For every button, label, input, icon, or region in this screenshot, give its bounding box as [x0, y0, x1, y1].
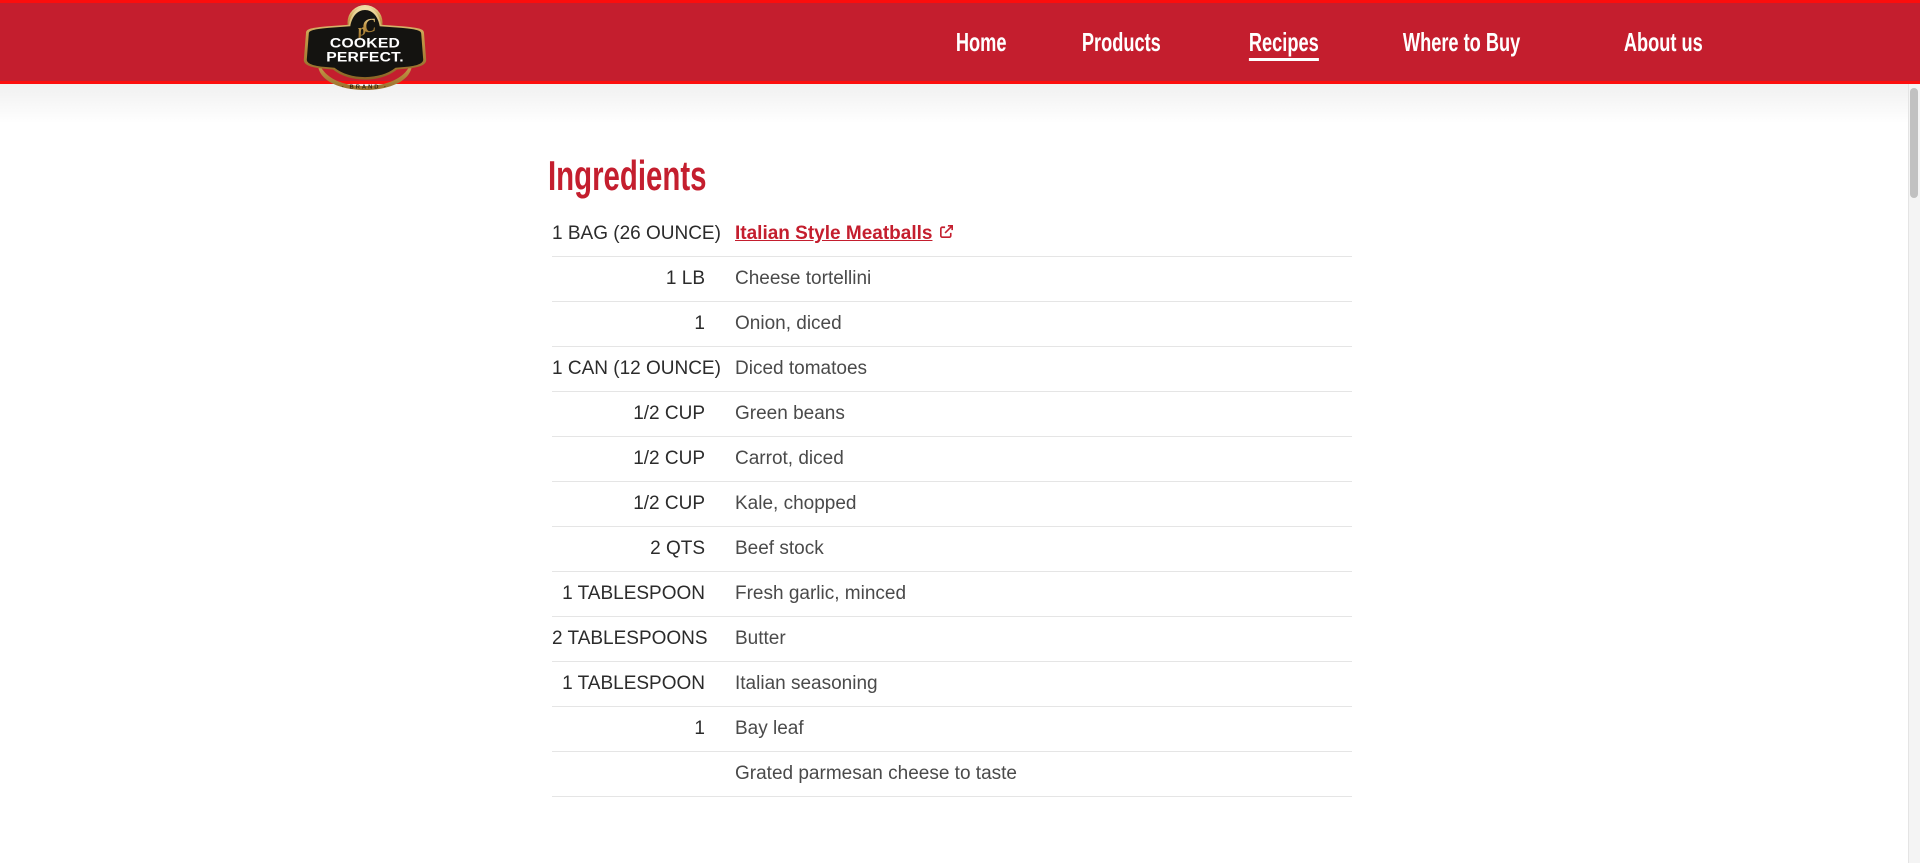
- svg-text:COOKED: COOKED: [330, 36, 400, 51]
- svg-text:· BRAND ·: · BRAND ·: [342, 84, 388, 90]
- svg-text:PERFECT.: PERFECT.: [326, 50, 404, 65]
